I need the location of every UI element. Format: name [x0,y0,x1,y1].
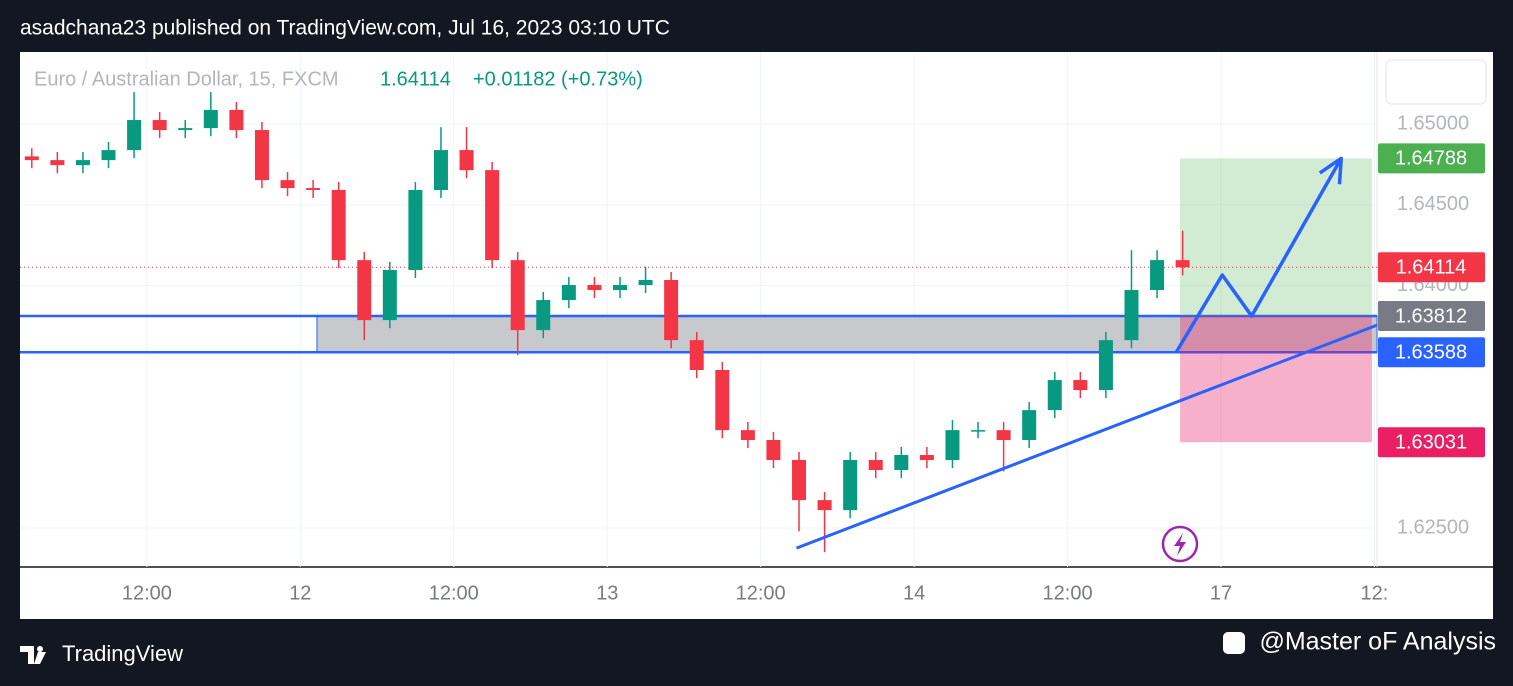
candle-body [843,460,858,511]
candle-body [1150,260,1165,291]
publish-info: asadchana23 published on TradingView.com… [20,17,670,40]
x-tick-label: 12:00 [429,582,479,604]
zone [316,315,1378,353]
candle-body [306,188,321,191]
candle-body [331,190,346,261]
candle-body [868,460,883,471]
candle-body [433,150,448,191]
plot [20,52,1378,567]
price-label: 1.64788 [1395,148,1467,170]
x-tick-label: 12:00 [122,582,172,604]
last-price: 1.64114 [380,68,451,90]
trendline [795,323,1378,550]
arrow-head [1318,156,1343,185]
candle-body [996,430,1011,440]
price-label-box [1378,301,1485,332]
icon-ring [1161,525,1199,563]
tv-logo [20,646,46,664]
candle-body [101,150,116,161]
x-tick-label: 12:00 [736,582,786,604]
lightning-icon[interactable] [1161,525,1199,563]
candle-body [1073,380,1088,391]
candle-body [1047,380,1062,411]
candle-body [127,120,142,151]
candle-body [587,285,602,291]
candle-body [792,460,807,501]
candle-body [1124,290,1139,341]
icon-bolt [1174,533,1186,556]
price-label: 1.63588 [1395,342,1467,364]
candle-body [536,300,551,331]
candle-body [510,260,525,331]
candle-body [152,120,167,131]
candle-body [894,455,909,471]
candle-body [740,430,755,440]
price-label: 1.63031 [1395,432,1467,454]
corner-button[interactable] [1385,59,1487,105]
x-tick-label: 14 [903,582,925,604]
candle-body [612,285,627,291]
logo-dot [37,646,43,652]
candle-body [715,370,730,431]
candle-body [817,500,832,511]
x-tick-label: 12:00 [1043,582,1093,604]
candle-body [382,269,397,321]
candle-body [664,280,679,341]
candle-body [203,110,218,129]
candle-body [459,150,474,171]
logo-mark [20,646,46,664]
credit: @Master oF Analysis [1259,628,1496,656]
candle-body [638,280,653,286]
candle-body [1098,340,1113,391]
candle-body [1175,260,1190,268]
y-tick-label: 1.64500 [1397,193,1469,215]
candle-body [178,128,193,131]
price-label-box [1378,143,1485,174]
candle-body [766,439,781,461]
candle-body [945,430,960,461]
candle-body [1022,410,1037,440]
y-tick-label: 1.62500 [1397,516,1469,538]
price-change: +0.01182 (+0.73%) [473,68,643,90]
candle-body [24,156,39,161]
x-tick-label: 12 [289,582,311,604]
y-tick-label: 1.65000 [1397,112,1469,134]
candle-body [75,160,90,166]
candle-body [689,340,704,371]
candle-body [919,455,934,461]
projection-path [1174,157,1343,354]
brand: TradingView [62,641,183,666]
candle-body [485,170,500,261]
candle-body [408,190,423,270]
candle-body [280,180,295,189]
target-zone [1180,158,1372,317]
stop-zone [1180,316,1372,443]
candle-body [357,260,372,321]
facebook-icon [1223,632,1245,654]
symbol-title: Euro / Australian Dollar, 15, FXCM [34,68,339,90]
candle-body [50,160,65,166]
x-tick-label: 13 [596,582,618,604]
x-tick-label: 17 [1210,582,1232,604]
x-tick-label: 12: [1361,582,1389,604]
price-label-box [1378,252,1485,283]
candle-body [229,110,244,131]
price-label: 1.63812 [1395,305,1467,327]
candle-body [971,430,986,432]
price-label: 1.64114 [1396,257,1467,279]
price-label-box [1378,337,1485,368]
candle-body [254,130,269,181]
price-label-box [1378,427,1485,458]
candle-body [561,285,576,301]
